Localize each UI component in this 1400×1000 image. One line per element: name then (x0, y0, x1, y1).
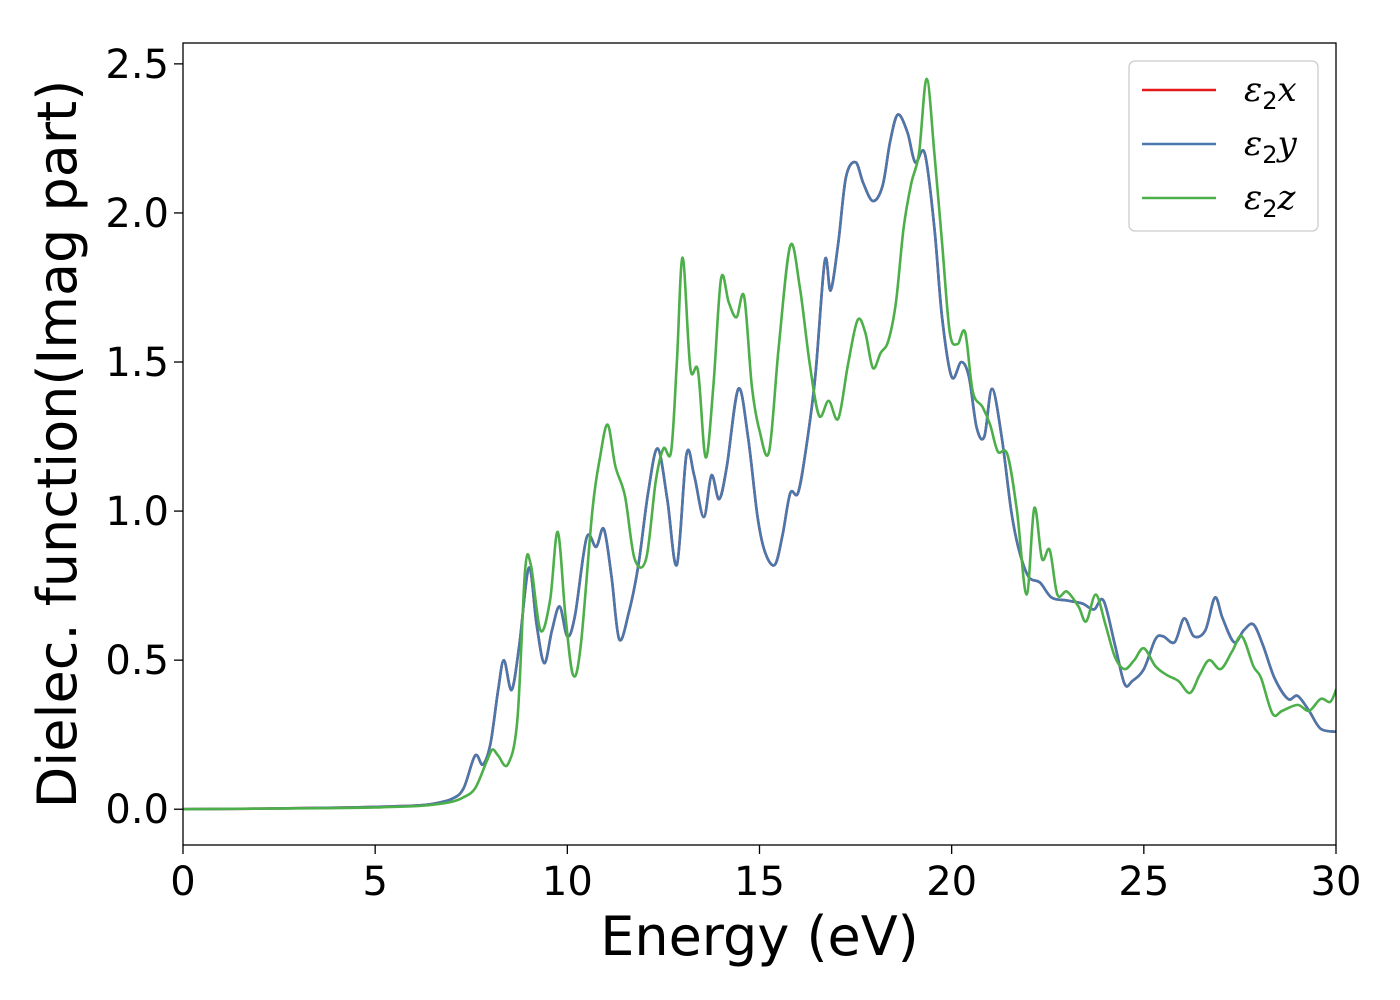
x-tick-label: 25 (1118, 859, 1169, 905)
x-tick-label: 0 (170, 859, 195, 905)
x-tick-label: 20 (926, 859, 977, 905)
y-tick-label: 1.0 (105, 489, 169, 535)
y-tick-label: 0.5 (105, 638, 169, 684)
y-tick-label: 1.5 (105, 340, 169, 386)
x-tick-label: 10 (542, 859, 593, 905)
x-tick-label: 5 (362, 859, 387, 905)
y-axis: 0.0 0.5 1.0 1.5 2.0 2.5 (105, 42, 183, 833)
y-tick-label: 0.0 (105, 787, 169, 833)
y-axis-label: Dielec. function(Imag part) (26, 80, 89, 809)
x-tick-label: 15 (734, 859, 785, 905)
x-axis: 0 5 10 15 20 25 30 (170, 845, 1361, 905)
x-tick-label: 30 (1311, 859, 1362, 905)
y-tick-label: 2.0 (105, 191, 169, 237)
y-tick-label: 2.5 (105, 42, 169, 88)
x-axis-label: Energy (eV) (600, 905, 919, 968)
